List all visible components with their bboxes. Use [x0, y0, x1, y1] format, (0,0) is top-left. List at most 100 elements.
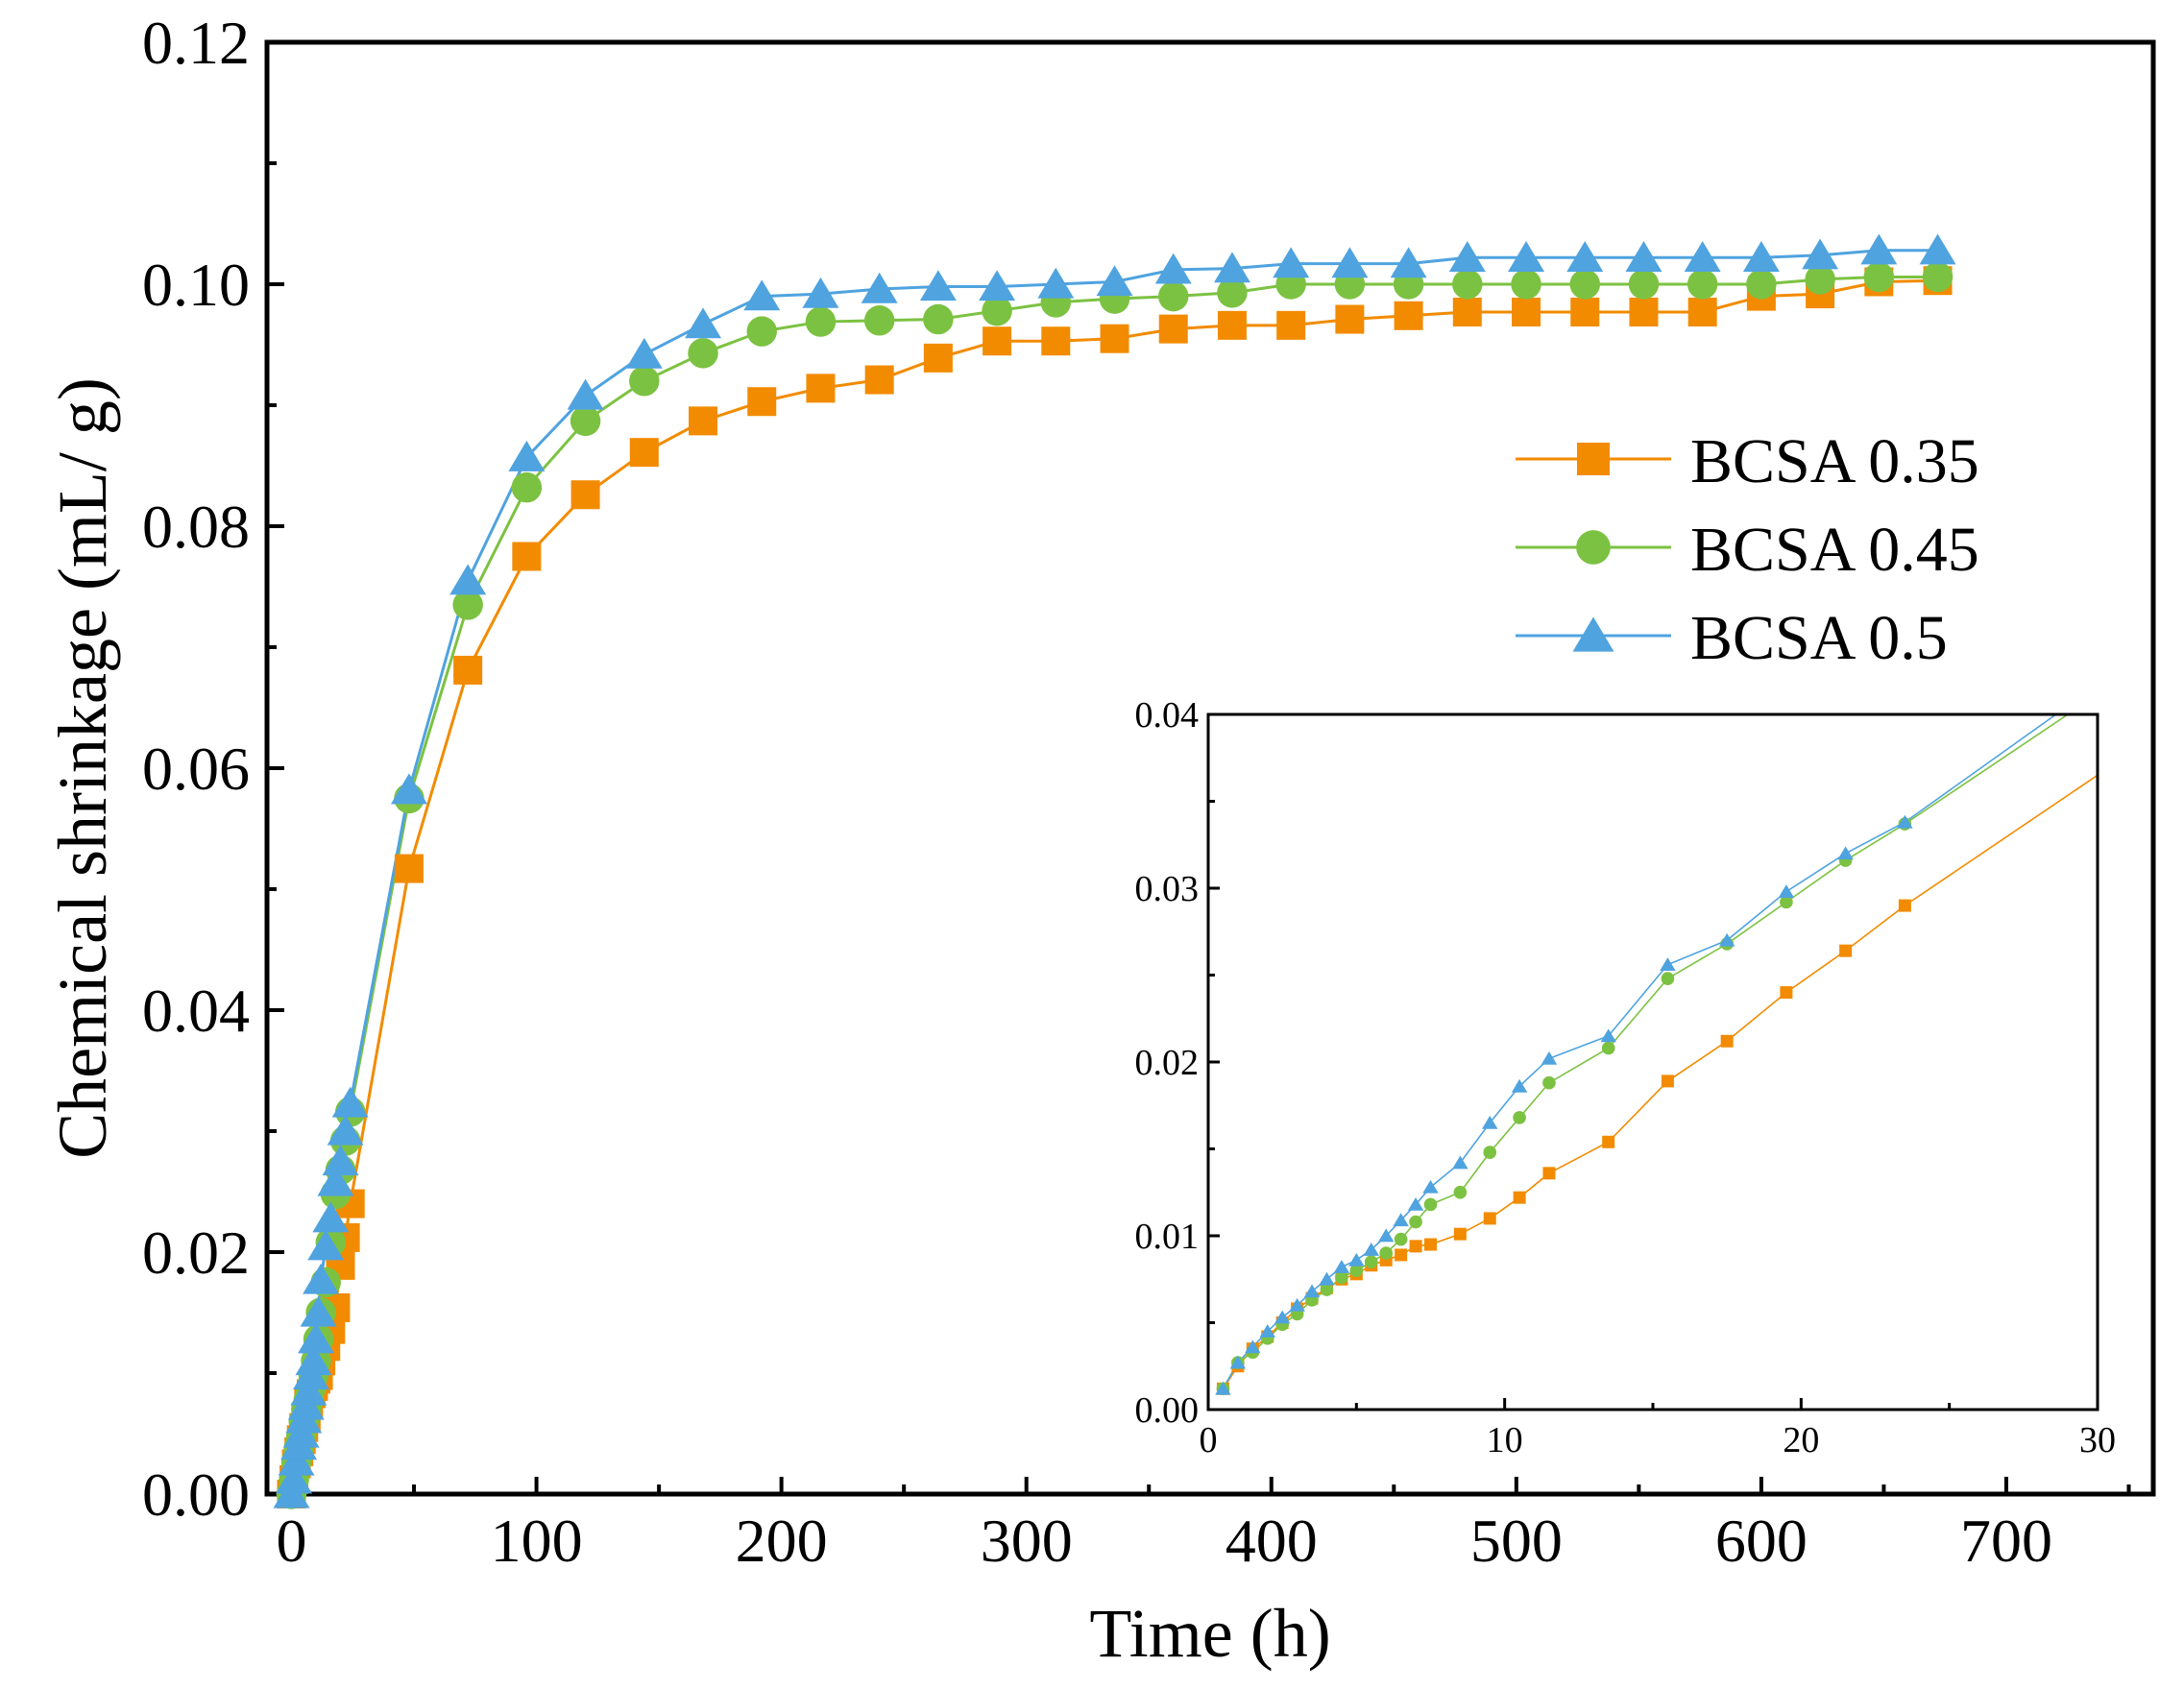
inset-data-point-bcsa-0-45 [1423, 1197, 1438, 1212]
inset-data-point-bcsa-0-5 [1229, 1355, 1247, 1369]
inset-data-point-bcsa-0-5 [1660, 957, 1676, 971]
data-point-bcsa-0-45 [1452, 269, 1483, 300]
legend-marker [1576, 530, 1611, 565]
legend-marker [1577, 443, 1610, 475]
x-tick-label: 200 [736, 1507, 828, 1575]
data-point-bcsa-0-5 [1860, 233, 1898, 265]
data-point-bcsa-0-5 [1508, 241, 1545, 272]
inset-data-point-bcsa-0-5 [1511, 1078, 1528, 1093]
data-point-bcsa-0-45 [1746, 269, 1777, 300]
inset-data-point-bcsa-0-5 [1718, 932, 1735, 947]
data-point-bcsa-0-35 [629, 438, 659, 468]
inset-data-point-bcsa-0-5 [1377, 1228, 1395, 1243]
data-point-bcsa-0-35 [512, 542, 542, 571]
data-point-bcsa-0-5 [979, 270, 1016, 302]
inset-y-tick-label: 0.01 [1135, 1217, 1200, 1257]
data-point-bcsa-0-5 [449, 564, 487, 595]
data-point-bcsa-0-45 [1511, 269, 1541, 300]
inset-data-point-bcsa-0-45 [1780, 895, 1793, 909]
data-point-bcsa-0-45 [1628, 269, 1660, 300]
y-tick-label: 0.12 [142, 9, 250, 77]
data-point-bcsa-0-45 [1922, 261, 1953, 293]
data-point-bcsa-0-5 [1802, 238, 1839, 270]
inset-y-tick-label: 0.04 [1135, 695, 1200, 736]
y-tick-label: 0.00 [142, 1460, 250, 1529]
data-point-bcsa-0-35 [570, 480, 600, 510]
inset-data-point-bcsa-0-5 [1245, 1339, 1261, 1354]
y-tick-label: 0.10 [142, 251, 250, 319]
data-point-bcsa-0-5 [1742, 241, 1780, 272]
data-point-bcsa-0-5 [290, 1374, 328, 1406]
data-point-bcsa-0-35 [806, 374, 836, 403]
inset-series-group [1215, 713, 2099, 1396]
inset-data-point-bcsa-0-5 [1407, 1196, 1424, 1211]
inset-data-point-bcsa-0-35 [1513, 1191, 1526, 1204]
x-tick-label: 100 [491, 1507, 583, 1575]
data-point-bcsa-0-5 [1037, 267, 1075, 299]
inset-data-point-bcsa-0-45 [1379, 1246, 1394, 1260]
inset-data-point-bcsa-0-45 [1394, 1232, 1408, 1246]
data-point-bcsa-0-45 [570, 405, 601, 437]
inset-x-tick-label: 10 [1487, 1420, 1523, 1460]
data-point-bcsa-0-35 [394, 854, 424, 883]
data-point-bcsa-0-5 [1448, 241, 1486, 272]
inset-data-point-bcsa-0-5 [1897, 814, 1913, 829]
inset-data-point-bcsa-0-5 [1259, 1324, 1275, 1338]
data-point-bcsa-0-5 [1331, 247, 1369, 278]
inset-data-point-bcsa-0-5 [1837, 846, 1854, 860]
data-point-bcsa-0-5 [300, 1295, 337, 1327]
data-point-bcsa-0-5 [1213, 252, 1250, 283]
data-point-bcsa-0-35 [983, 326, 1012, 356]
data-point-bcsa-0-35 [1100, 324, 1129, 353]
inset-x-tick-label: 30 [2079, 1420, 2116, 1460]
x-tick-label: 400 [1225, 1507, 1318, 1575]
x-tick-label: 500 [1470, 1507, 1563, 1575]
data-point-bcsa-0-45 [688, 338, 718, 369]
legend-label: BCSA 0.45 [1690, 515, 1979, 585]
data-point-bcsa-0-45 [1217, 277, 1248, 308]
data-point-bcsa-0-35 [453, 655, 483, 685]
inset-data-point-bcsa-0-45 [1542, 1075, 1556, 1090]
data-point-bcsa-0-35 [864, 365, 894, 395]
data-point-bcsa-0-45 [511, 471, 543, 503]
y-tick-label: 0.04 [142, 977, 250, 1045]
inset-data-point-bcsa-0-5 [1600, 1028, 1616, 1043]
inset-data-point-bcsa-0-5 [1303, 1284, 1321, 1298]
inset-data-point-bcsa-0-35 [1395, 1248, 1408, 1262]
data-point-bcsa-0-5 [508, 440, 546, 471]
data-point-bcsa-0-5 [1154, 253, 1192, 284]
data-point-bcsa-0-5 [861, 272, 898, 303]
data-point-bcsa-0-5 [1566, 241, 1604, 272]
inset-data-point-bcsa-0-45 [1513, 1111, 1526, 1124]
data-point-bcsa-0-45 [746, 316, 777, 347]
inset-data-point-bcsa-0-35 [1409, 1240, 1422, 1253]
data-point-bcsa-0-5 [567, 378, 604, 410]
inset-data-point-bcsa-0-35 [1661, 1074, 1674, 1088]
data-point-bcsa-0-5 [685, 307, 721, 339]
data-point-bcsa-0-5 [625, 337, 663, 369]
data-point-bcsa-0-35 [1512, 297, 1541, 326]
inset-data-point-bcsa-0-35 [1839, 944, 1853, 957]
data-point-bcsa-0-5 [295, 1344, 332, 1376]
inset-data-point-bcsa-0-5 [1333, 1260, 1350, 1273]
inset-data-point-bcsa-0-35 [1780, 986, 1793, 1000]
inset-x-tick-label: 0 [1200, 1420, 1218, 1460]
inset-data-point-bcsa-0-5 [1452, 1155, 1468, 1170]
data-point-bcsa-0-45 [805, 306, 837, 337]
data-point-bcsa-0-5 [307, 1229, 345, 1261]
legend-marker [1572, 616, 1614, 652]
x-tick-label: 300 [981, 1507, 1073, 1575]
data-point-bcsa-0-35 [1452, 297, 1482, 326]
inset-data-point-bcsa-0-5 [1319, 1271, 1335, 1286]
inset-data-point-bcsa-0-45 [1364, 1255, 1378, 1268]
inset-y-tick-label: 0.02 [1135, 1043, 1200, 1083]
data-point-bcsa-0-5 [1919, 233, 1956, 265]
inset-x-tick-label: 20 [1783, 1420, 1819, 1460]
x-tick-label: 700 [1960, 1507, 2052, 1575]
legend-label: BCSA 0.35 [1690, 426, 1979, 496]
inset-data-point-bcsa-0-35 [1453, 1227, 1467, 1241]
data-point-bcsa-0-5 [1390, 247, 1427, 278]
data-point-bcsa-0-35 [923, 343, 953, 373]
data-point-bcsa-0-35 [689, 406, 718, 436]
data-point-bcsa-0-5 [390, 773, 427, 805]
